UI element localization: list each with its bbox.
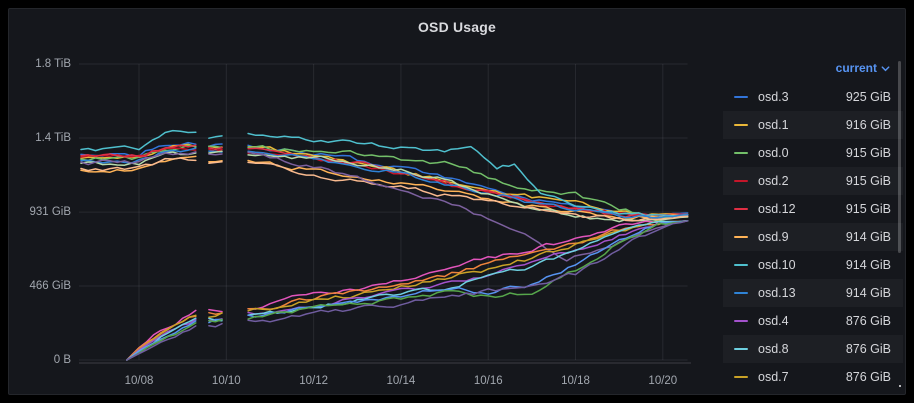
legend-row-osd.4[interactable]: osd.4 876 GiB	[723, 307, 903, 335]
series-name: osd.2	[758, 174, 789, 188]
series-current-value: 914 GiB	[845, 258, 891, 272]
x-tick-label: 10/14	[386, 375, 416, 387]
series-line	[247, 220, 689, 323]
y-tick-label: 1.4 TiB	[35, 132, 71, 145]
legend-sort-current[interactable]: current	[835, 61, 877, 75]
legend-header: current	[723, 57, 903, 83]
series-color-swatch	[734, 124, 748, 126]
legend-row-osd.2[interactable]: osd.2 915 GiB	[723, 167, 903, 195]
series-line	[80, 151, 197, 166]
series-color-swatch	[734, 264, 748, 266]
series-line	[208, 308, 223, 313]
legend-row-osd.8[interactable]: osd.8 876 GiB	[723, 335, 903, 363]
series-name: osd.10	[758, 258, 796, 272]
series-line	[247, 220, 689, 310]
panel-title[interactable]: OSD Usage	[417, 19, 497, 35]
series-name: osd.4	[758, 314, 789, 328]
series-line-osd.10	[80, 129, 197, 152]
series-current-value: 876 GiB	[845, 342, 891, 356]
legend-row-osd.0[interactable]: osd.0 915 GiB	[723, 139, 903, 167]
y-tick-label: 931 GiB	[29, 206, 71, 219]
osd-usage-panel: OSD Usage 1.8 TiB 1.4 TiB 931 GiB 466 GiB 0 …	[8, 8, 906, 395]
x-tick-label: 10/20	[648, 375, 678, 387]
series-color-swatch	[734, 152, 748, 154]
series-line	[126, 320, 197, 361]
x-tick-label: 10/16	[473, 375, 503, 387]
series-color-swatch	[734, 320, 748, 322]
series-line	[247, 161, 689, 222]
legend-row-osd.12[interactable]: osd.12 915 GiB	[723, 195, 903, 223]
series-color-swatch	[734, 236, 748, 238]
series-line-osd.8	[247, 220, 689, 316]
series-line	[208, 318, 223, 323]
series-line	[126, 325, 197, 361]
series-line-osd.0	[247, 145, 689, 219]
series-name: osd.9	[758, 230, 789, 244]
series-name: osd.13	[758, 286, 796, 300]
usage-chart[interactable]	[79, 58, 691, 364]
series-color-swatch	[734, 96, 748, 98]
y-tick-label: 1.8 TiB	[35, 58, 71, 70]
series-line	[208, 153, 223, 156]
y-tick-label: 466 GiB	[29, 279, 71, 292]
series-name: osd.1	[758, 118, 789, 132]
x-tick-label: 10/12	[299, 375, 328, 387]
series-line-osd.7	[208, 312, 223, 318]
series-line	[208, 161, 223, 165]
series-line-osd.0	[208, 145, 223, 149]
legend-scrollbar[interactable]	[898, 61, 901, 253]
series-current-value: 916 GiB	[845, 118, 891, 132]
series-current-value: 915 GiB	[845, 146, 891, 160]
x-tick-label: 10/18	[561, 375, 590, 387]
x-tick-label: 10/10	[211, 375, 241, 387]
series-line-osd.10	[208, 135, 223, 139]
chevron-down-icon	[881, 66, 890, 72]
series-line	[80, 151, 197, 166]
series-line-osd.13	[80, 147, 197, 164]
series-current-value: 925 GiB	[845, 90, 891, 104]
series-name: osd.0	[758, 146, 789, 160]
legend-series-list: osd.3 925 GiB osd.1 916 GiB osd.0 915 GiB osd.…	[715, 83, 903, 391]
series-name: osd.8	[758, 342, 789, 356]
scroll-dot	[899, 385, 901, 387]
legend-row-osd.1[interactable]: osd.1 916 GiB	[723, 111, 903, 139]
series-current-value: 915 GiB	[845, 202, 891, 216]
series-line	[247, 220, 689, 318]
series-name: osd.12	[758, 202, 796, 216]
series-current-value: 876 GiB	[845, 314, 891, 328]
x-tick-label: 10/08	[124, 375, 154, 387]
legend-row-osd.10[interactable]: osd.10 914 GiB	[723, 251, 903, 279]
series-current-value: 914 GiB	[845, 286, 891, 300]
series-color-swatch	[734, 208, 748, 210]
series-line	[247, 153, 689, 223]
series-current-value: 876 GiB	[845, 370, 891, 384]
series-color-swatch	[734, 180, 748, 182]
series-color-swatch	[734, 292, 748, 294]
legend-row-osd.13[interactable]: osd.13 914 GiB	[723, 279, 903, 307]
series-color-swatch	[734, 376, 748, 378]
series-line-osd.12	[208, 146, 223, 151]
legend-row-osd.7[interactable]: osd.7 876 GiB	[723, 363, 903, 391]
series-name: osd.7	[758, 370, 789, 384]
series-line	[208, 322, 223, 328]
legend: current osd.3 925 GiB osd.1 916 GiB osd.0 915…	[715, 57, 903, 391]
series-line-osd.10	[247, 132, 689, 217]
series-line-osd.12	[80, 144, 197, 158]
series-line	[208, 150, 223, 154]
legend-row-osd.3[interactable]: osd.3 925 GiB	[723, 83, 903, 111]
series-name: osd.3	[758, 90, 789, 104]
series-line-osd.13	[247, 150, 689, 219]
series-current-value: 915 GiB	[845, 174, 891, 188]
series-current-value: 914 GiB	[845, 230, 891, 244]
legend-row-osd.9[interactable]: osd.9 914 GiB	[723, 223, 903, 251]
series-line-osd.7	[247, 220, 689, 312]
series-line-osd.4	[126, 318, 197, 361]
series-line	[80, 157, 197, 172]
series-color-swatch	[734, 348, 748, 350]
series-line	[247, 220, 689, 320]
y-tick-label: 0 B	[53, 354, 71, 366]
